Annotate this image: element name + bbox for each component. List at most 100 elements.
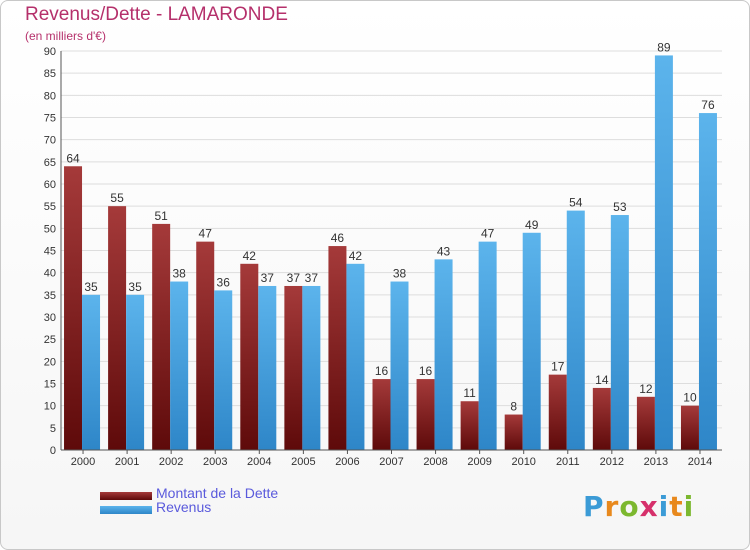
y-tick-label: 10 [44, 401, 56, 413]
data-label: 76 [701, 98, 715, 112]
data-label: 12 [639, 382, 653, 396]
revenue-bar [566, 210, 585, 450]
data-label: 42 [243, 249, 257, 263]
revenue-bar [82, 294, 101, 450]
y-tick-label: 70 [44, 135, 56, 147]
legend-label-revenue: Revenus [156, 499, 212, 515]
y-tick-label: 65 [44, 157, 56, 169]
revenue-bar [654, 55, 673, 450]
proxiti-logo: Proxiti [583, 490, 695, 523]
x-tick-label: 2005 [291, 456, 315, 468]
data-label: 17 [551, 360, 565, 374]
debt-bar [460, 401, 479, 450]
data-label: 35 [84, 280, 98, 294]
y-tick-label: 40 [44, 268, 56, 280]
data-label: 53 [613, 200, 627, 214]
data-label: 49 [525, 218, 539, 232]
y-tick-label: 90 [44, 46, 56, 58]
x-tick-label: 2008 [423, 456, 447, 468]
data-label: 38 [172, 267, 186, 281]
debt-bar [108, 206, 127, 450]
x-tick-label: 2000 [71, 456, 95, 468]
y-tick-label: 5 [50, 423, 56, 435]
debt-bar [680, 405, 699, 450]
data-label: 36 [217, 275, 231, 289]
x-tick-label: 2010 [511, 456, 535, 468]
y-tick-label: 30 [44, 312, 56, 324]
y-tick-label: 55 [44, 201, 56, 213]
debt-bar [196, 241, 215, 450]
y-tick-label: 75 [44, 113, 56, 125]
data-label: 54 [569, 196, 583, 210]
data-label: 51 [154, 209, 168, 223]
data-label: 37 [287, 271, 301, 285]
data-label: 47 [481, 227, 495, 241]
revenue-bar [346, 263, 365, 450]
y-tick-label: 80 [44, 90, 56, 102]
x-tick-label: 2004 [247, 456, 271, 468]
debt-bar [592, 387, 611, 450]
y-tick-label: 45 [44, 246, 56, 258]
x-tick-label: 2013 [644, 456, 668, 468]
revenue-bar [302, 285, 321, 450]
debt-bar [328, 246, 347, 450]
data-label: 42 [349, 249, 363, 263]
data-label: 10 [683, 391, 697, 405]
revenue-bar [258, 285, 277, 450]
chart-title: Revenus/Dette - LAMARONDE [25, 4, 288, 25]
debt-bar [416, 379, 435, 450]
x-tick-label: 2001 [115, 456, 139, 468]
y-tick-label: 85 [44, 68, 56, 80]
x-tick-label: 2006 [335, 456, 359, 468]
debt-bar [504, 414, 523, 450]
data-label: 37 [305, 271, 319, 285]
y-tick-label: 20 [44, 356, 56, 368]
revenue-bar [698, 113, 717, 451]
legend-swatch-debt [100, 492, 152, 500]
revenue-bar [478, 241, 497, 450]
x-tick-label: 2011 [556, 456, 580, 468]
y-tick-label: 35 [44, 290, 56, 302]
data-label: 47 [199, 227, 213, 241]
data-label: 16 [375, 364, 389, 378]
data-label: 35 [128, 280, 142, 294]
data-label: 43 [437, 244, 451, 258]
data-label: 89 [657, 40, 671, 54]
data-label: 46 [331, 231, 345, 245]
revenue-bar [214, 290, 233, 450]
x-tick-label: 2007 [379, 456, 403, 468]
data-label: 64 [66, 151, 80, 165]
x-tick-label: 2002 [159, 456, 183, 468]
revenue-bar [610, 215, 629, 450]
x-tick-label: 2003 [203, 456, 227, 468]
debt-bar [372, 379, 391, 450]
data-label: 38 [393, 267, 407, 281]
debt-bar [636, 396, 655, 450]
debt-bar [284, 285, 303, 450]
revenue-bar [390, 281, 409, 450]
data-label: 16 [419, 364, 433, 378]
data-label: 37 [261, 271, 275, 285]
x-tick-label: 2014 [688, 456, 712, 468]
revenue-bar [170, 281, 189, 450]
y-tick-label: 0 [50, 445, 56, 457]
debt-bar [152, 223, 171, 450]
legend-label-debt: Montant de la Dette [156, 485, 279, 501]
revenue-bar [126, 294, 145, 450]
x-tick-label: 2009 [467, 456, 491, 468]
y-tick-label: 50 [44, 223, 56, 235]
revenue-bar [434, 259, 453, 450]
revenue-bar [522, 232, 541, 450]
data-label: 8 [510, 400, 517, 414]
y-tick-label: 15 [44, 379, 56, 391]
data-label: 14 [595, 373, 609, 387]
debt-bar [548, 374, 567, 450]
legend-swatch-revenue [100, 506, 152, 514]
x-tick-label: 2012 [600, 456, 624, 468]
debt-bar [240, 263, 259, 450]
y-tick-label: 60 [44, 179, 56, 191]
y-tick-label: 25 [44, 334, 56, 346]
chart-subtitle: (en milliers d'€) [25, 29, 106, 43]
debt-bar [64, 166, 83, 450]
